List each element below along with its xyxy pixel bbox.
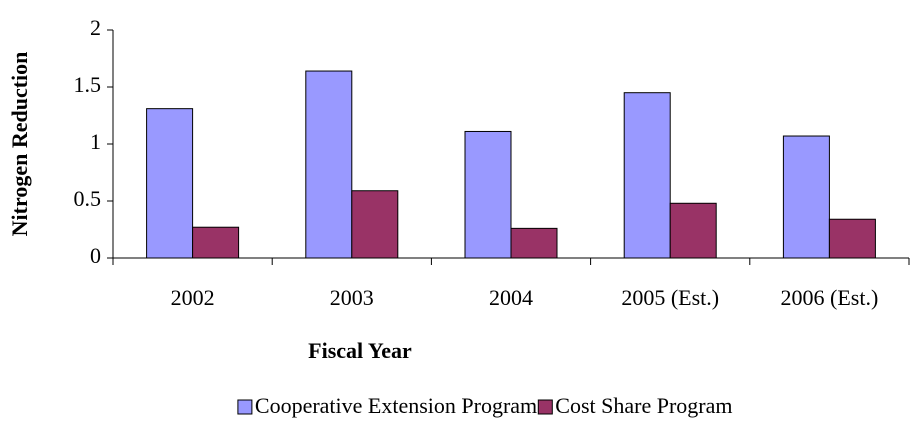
- y-tick-label: 2: [90, 15, 101, 40]
- y-axis-title: Nitrogen Reduction: [7, 52, 32, 237]
- bar: [146, 108, 194, 259]
- y-tick-label: 0.5: [74, 186, 102, 211]
- y-tick-label: 1: [90, 129, 101, 154]
- bar: [464, 130, 512, 259]
- legend-swatch: [537, 399, 553, 415]
- bar: [782, 135, 830, 259]
- legend-label: Cooperative Extension Program: [255, 393, 537, 418]
- x-tick-label: 2002: [171, 285, 215, 310]
- bar: [192, 226, 240, 259]
- bar: [669, 202, 717, 259]
- bar: [623, 92, 671, 259]
- bar: [351, 190, 399, 259]
- bar: [828, 218, 876, 259]
- y-tick-label: 0: [90, 243, 101, 268]
- x-axis-title: Fiscal Year: [308, 338, 412, 363]
- x-tick-label: 2005 (Est.): [621, 285, 719, 310]
- legend-swatch: [237, 399, 253, 415]
- y-tick-label: 1.5: [74, 72, 102, 97]
- x-tick-label: 2004: [489, 285, 533, 310]
- x-tick-label: 2003: [330, 285, 374, 310]
- x-tick-label: 2006 (Est.): [781, 285, 879, 310]
- legend-label: Cost Share Program: [555, 393, 732, 418]
- bar: [305, 70, 353, 259]
- bar: [510, 227, 558, 259]
